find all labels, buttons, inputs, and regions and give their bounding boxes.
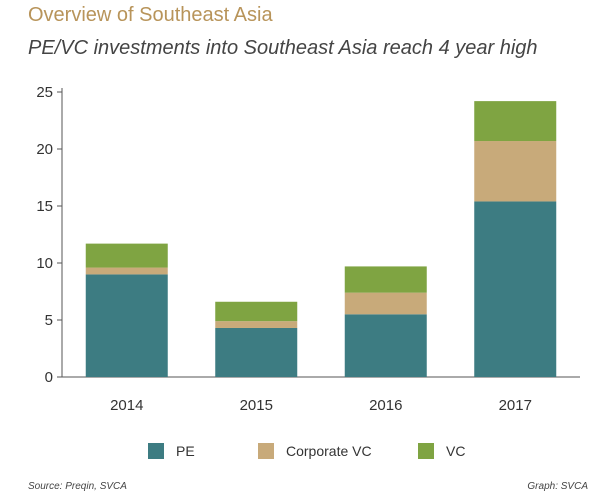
y-tick-label: 0: [45, 369, 53, 386]
bar-pe-2016: [344, 314, 427, 377]
source-note: Source: Preqin, SVCA: [28, 481, 127, 492]
x-tick-label: 2014: [110, 397, 143, 414]
legend-label-pe: PE: [176, 443, 195, 459]
bar-pe-2015: [215, 327, 298, 377]
bar-vc-2017: [474, 101, 557, 142]
legend-item-pe: PE: [148, 443, 195, 459]
bar-pe-2014: [85, 274, 168, 377]
legend-swatch-vc: [418, 443, 434, 459]
bars: [85, 101, 557, 377]
legend-swatch-pe: [148, 443, 164, 459]
x-tick-label: 2017: [499, 397, 532, 414]
legend-label-vc: VC: [446, 443, 466, 459]
x-axis: 2014 2015 2016 2017: [110, 397, 532, 414]
graph-credit: Graph: SVCA: [527, 481, 588, 492]
y-tick-label: 10: [36, 255, 53, 272]
bar-corporate-vc-2014: [85, 267, 168, 275]
y-tick-label: 25: [36, 84, 53, 101]
x-tick-label: 2016: [369, 397, 402, 414]
legend: PE Corporate VC VC: [0, 443, 600, 463]
legend-swatch-corporate-vc: [258, 443, 274, 459]
legend-item-vc: VC: [418, 443, 465, 459]
bar-vc-2015: [215, 301, 298, 322]
x-tick-label: 2015: [240, 397, 273, 414]
bar-corporate-vc-2016: [344, 292, 427, 315]
bar-vc-2016: [344, 266, 427, 293]
y-tick-label: 20: [36, 141, 53, 158]
bar-corporate-vc-2015: [215, 321, 298, 328]
chart-subtitle: PE/VC investments into Southeast Asia re…: [28, 37, 538, 59]
legend-label-corporate-vc: Corporate VC: [286, 443, 372, 459]
header-title: Overview of Southeast Asia: [28, 4, 273, 26]
bar-corporate-vc-2017: [474, 141, 557, 202]
legend-item-corporate-vc: Corporate VC: [258, 443, 372, 459]
bar-vc-2014: [85, 243, 168, 268]
y-tick-label: 5: [45, 312, 53, 329]
bar-pe-2017: [474, 201, 557, 377]
y-tick-label: 15: [36, 198, 53, 215]
